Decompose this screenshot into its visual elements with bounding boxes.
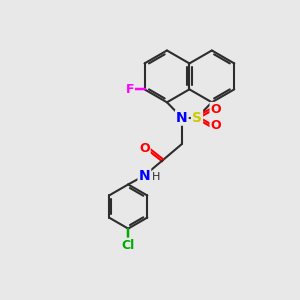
Text: O: O [211, 103, 221, 116]
Text: N: N [139, 169, 150, 183]
Text: O: O [139, 142, 150, 155]
Text: Cl: Cl [122, 238, 135, 252]
Text: S: S [192, 111, 202, 124]
Text: F: F [125, 83, 134, 96]
Text: O: O [211, 119, 221, 132]
Text: N: N [176, 111, 188, 124]
Text: H: H [152, 172, 160, 182]
